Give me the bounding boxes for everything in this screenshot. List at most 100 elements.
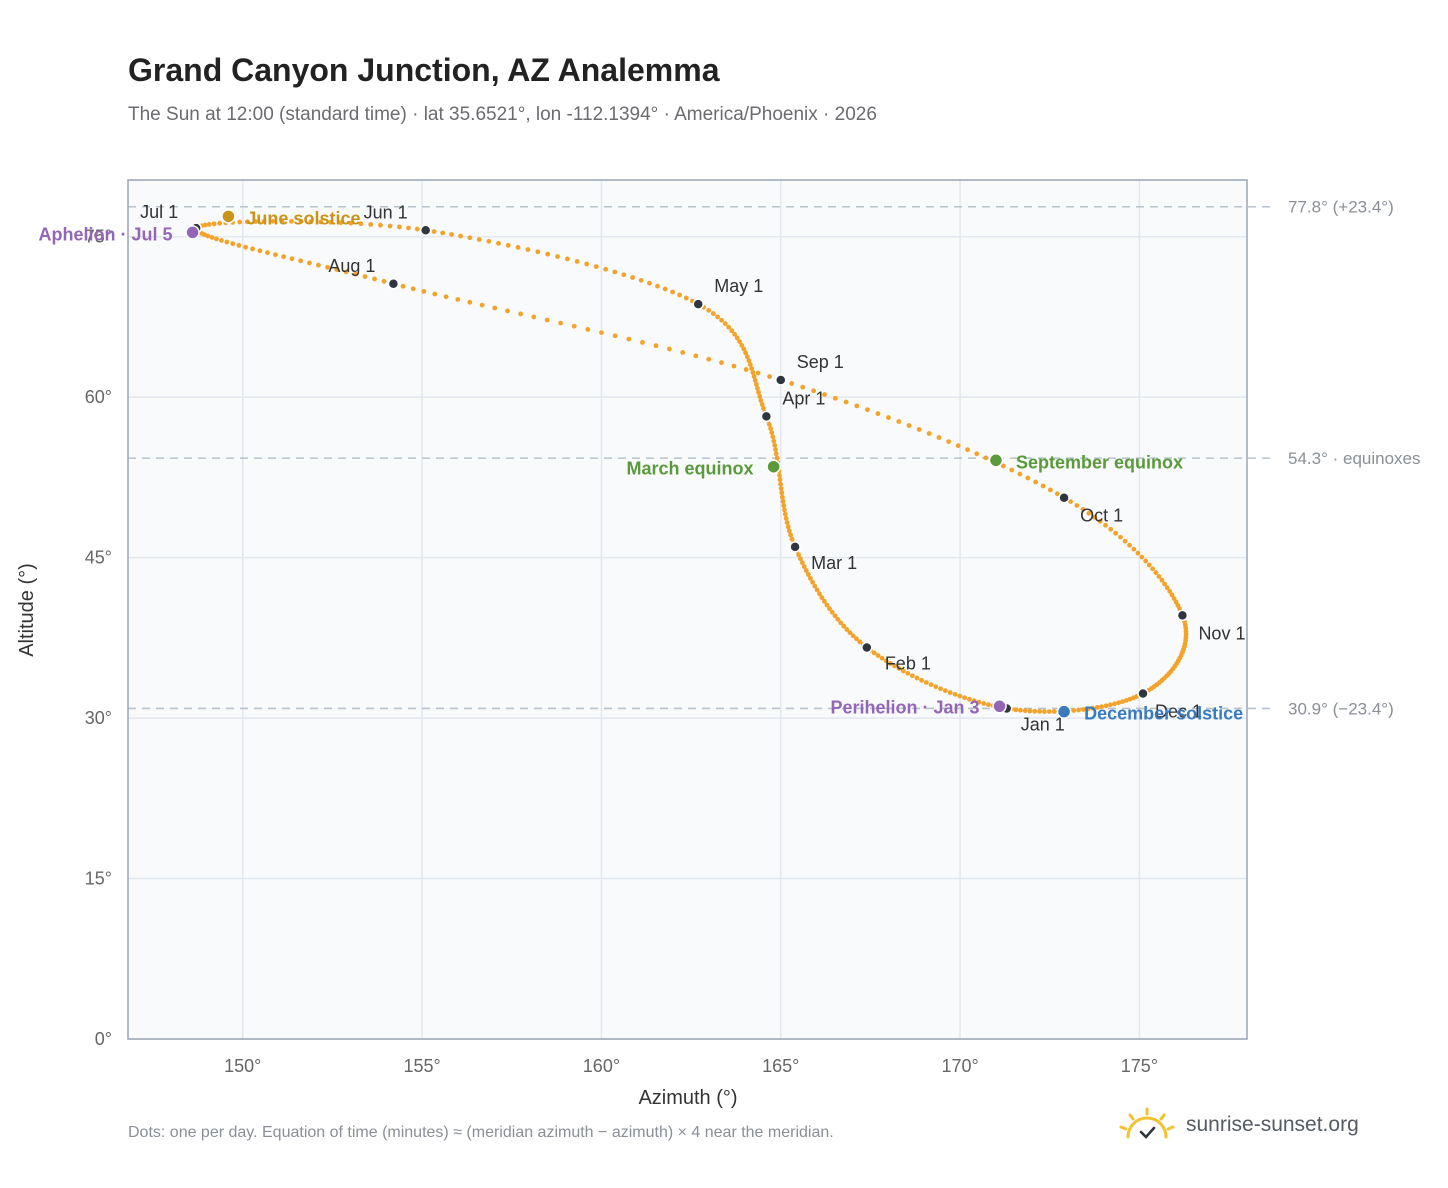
daily-sun-dot — [1153, 570, 1159, 576]
x-axis-ticks: 150° 155° 160° 165° 170° 175° — [224, 1056, 1158, 1076]
daily-sun-dot — [205, 233, 211, 239]
month-marker-label: Nov 1 — [1198, 623, 1245, 643]
daily-sun-dot — [443, 294, 449, 300]
daily-sun-dot — [638, 277, 644, 283]
y-tick-label: 30° — [85, 708, 112, 728]
event-marker — [221, 209, 236, 224]
daily-sun-dot — [779, 490, 785, 496]
daily-sun-dot — [1090, 705, 1096, 711]
daily-sun-dot — [719, 360, 724, 366]
daily-sun-dot — [328, 219, 334, 225]
daily-sun-dot — [784, 520, 790, 525]
daily-sun-dot — [245, 219, 250, 225]
daily-sun-dot — [757, 393, 763, 399]
x-tick-label: 170° — [941, 1056, 978, 1076]
daily-sun-dot — [1103, 522, 1108, 528]
daily-sun-dot — [531, 314, 537, 320]
daily-sun-dot — [211, 221, 217, 227]
daily-sun-dot — [479, 302, 485, 308]
daily-sun-dot — [1146, 562, 1152, 568]
month-marker — [692, 298, 705, 310]
daily-sun-dot — [1033, 479, 1039, 485]
daily-sun-dot — [630, 275, 636, 280]
month-marker — [387, 278, 400, 290]
daily-sun-dot — [847, 630, 853, 636]
month-marker-label: Mar 1 — [811, 553, 857, 573]
daily-sun-dot — [772, 442, 778, 448]
daily-sun-dot — [756, 389, 761, 395]
daily-sun-dot — [844, 627, 850, 632]
chart-subtitle: The Sun at 12:00 (standard time) · lat 3… — [128, 104, 877, 125]
y-tick-label: 75° — [85, 227, 112, 247]
daily-sun-dot — [261, 218, 267, 224]
month-marker — [1058, 491, 1070, 504]
daily-sun-dot — [938, 686, 943, 692]
daily-sun-dot — [358, 221, 364, 227]
daily-sun-dot — [1122, 538, 1128, 544]
daily-sun-dot — [789, 536, 795, 542]
daily-sun-dot — [976, 699, 982, 705]
daily-sun-dot — [796, 552, 802, 558]
daily-sun-dot — [879, 655, 885, 661]
daily-sun-dot — [817, 591, 822, 597]
daily-sun-dot — [719, 317, 724, 323]
daily-sun-dot — [854, 636, 859, 642]
daily-sun-dot — [647, 280, 652, 286]
daily-sun-dot — [771, 438, 777, 444]
daily-sun-dot — [778, 486, 784, 491]
daily-sun-dot — [810, 579, 815, 585]
daily-sun-dot — [667, 346, 672, 352]
daily-sun-dot — [257, 248, 263, 254]
daily-sun-dot — [1009, 467, 1015, 473]
y-axis-label: Altitude (°) — [16, 563, 38, 657]
daily-sun-dot — [1068, 499, 1073, 504]
x-tick-label: 160° — [583, 1056, 620, 1076]
daily-sun-dot — [209, 235, 215, 240]
daily-sun-dot — [1113, 530, 1119, 536]
daily-sun-dot — [372, 276, 377, 282]
x-tick-label: 155° — [403, 1056, 440, 1076]
daily-sun-dot — [1094, 705, 1100, 710]
daily-sun-dot — [545, 251, 551, 257]
event-markers: June solstice March equinox September equi… — [39, 208, 1244, 723]
reference-line-label: 77.8° (+23.4°) — [1288, 198, 1394, 217]
daily-sun-dot — [933, 684, 939, 690]
daily-sun-dot — [715, 314, 721, 320]
daily-sun-dot — [555, 254, 560, 259]
footnote: Dots: one per day. Equation of time (min… — [128, 1124, 834, 1141]
daily-sun-dot — [265, 250, 270, 256]
daily-sun-dot — [827, 606, 832, 612]
daily-sun-dot — [786, 528, 792, 534]
daily-sun-dot — [298, 219, 304, 224]
daily-sun-dot — [832, 613, 838, 619]
daily-sun-dot — [206, 221, 212, 227]
x-tick-label: 165° — [762, 1056, 799, 1076]
daily-sun-dot — [455, 297, 461, 302]
y-axis-ticks: 0° 15° 30° 45° 60° 75° — [85, 227, 112, 1049]
brand[interactable]: sunrise-sunset.org — [1118, 1100, 1359, 1150]
daily-sun-dot — [955, 443, 961, 449]
month-marker-label: Aug 1 — [328, 256, 375, 276]
daily-sun-dot — [773, 447, 778, 452]
daily-sun-dot — [467, 235, 473, 241]
event-marker — [992, 699, 1007, 714]
month-marker-label: Jun 1 — [364, 202, 408, 222]
daily-sun-dot — [779, 494, 785, 500]
daily-sun-dot — [767, 374, 772, 379]
daily-sun-dot — [778, 481, 783, 487]
daily-sun-dot — [914, 675, 920, 681]
daily-sun-dot — [785, 524, 791, 530]
month-marker-label: Apr 1 — [782, 388, 825, 408]
daily-sun-dot — [334, 267, 340, 272]
daily-sun-dot — [799, 560, 805, 566]
daily-sun-dot — [219, 238, 224, 243]
event-label: March equinox — [627, 459, 754, 479]
daily-sun-dot — [1120, 699, 1125, 704]
event-label: December solstice — [1084, 704, 1243, 724]
month-marker-label: Jul 1 — [140, 202, 178, 222]
event-label: Perihelion · Jan 3 — [830, 697, 979, 717]
plot-background — [128, 180, 1247, 1039]
daily-sun-dot — [739, 342, 745, 348]
daily-sun-dot — [755, 385, 760, 391]
x-axis-label: Azimuth (°) — [638, 1087, 737, 1109]
